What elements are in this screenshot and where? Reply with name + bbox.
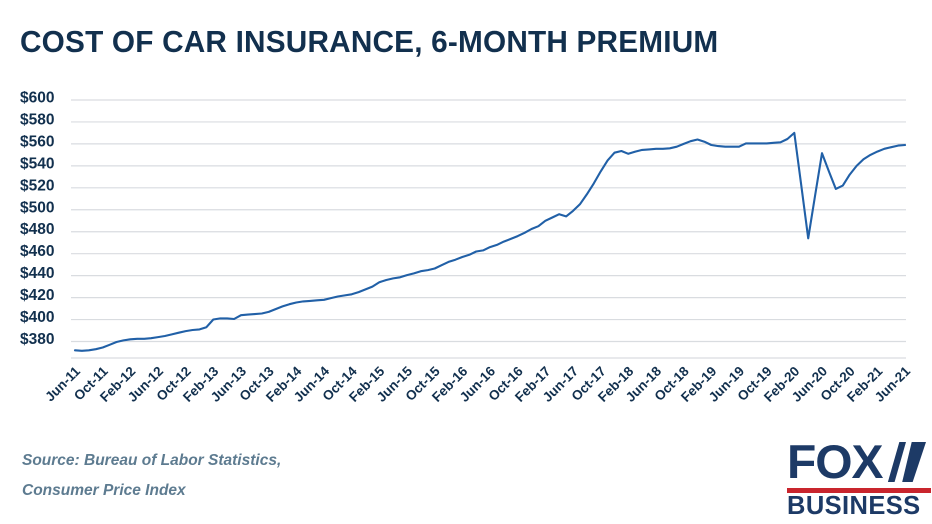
fox-logo-top-row: FOX (787, 435, 931, 488)
source-attribution: Source: Bureau of Labor Statistics, Cons… (22, 446, 281, 506)
fox-business-logo: FOX BUSINESS (787, 435, 931, 520)
y-axis-label: $380 (20, 331, 54, 348)
y-axis-label: $460 (20, 243, 54, 260)
y-axis-label: $560 (20, 133, 54, 150)
logo-red-bar (787, 488, 931, 493)
y-axis-label: $580 (20, 111, 54, 128)
page-title: COST OF CAR INSURANCE, 6-MONTH PREMIUM (20, 24, 719, 59)
fox-searchlight-icon (887, 442, 926, 482)
source-line-2: Consumer Price Index (22, 482, 186, 499)
y-axis-label: $600 (20, 90, 54, 107)
source-line-1: Source: Bureau of Labor Statistics, (22, 452, 282, 469)
y-axis-label: $500 (20, 199, 54, 216)
fox-wordmark: FOX (787, 435, 884, 488)
y-axis-label: $420 (20, 287, 54, 304)
business-wordmark: BUSINESS (787, 492, 921, 520)
y-axis-label: $480 (20, 221, 54, 238)
y-axis-label: $440 (20, 265, 54, 282)
y-axis-label: $520 (20, 177, 54, 194)
y-axis-label: $400 (20, 309, 54, 326)
premium-line-series (73, 131, 907, 352)
y-axis-label: $540 (20, 155, 54, 172)
